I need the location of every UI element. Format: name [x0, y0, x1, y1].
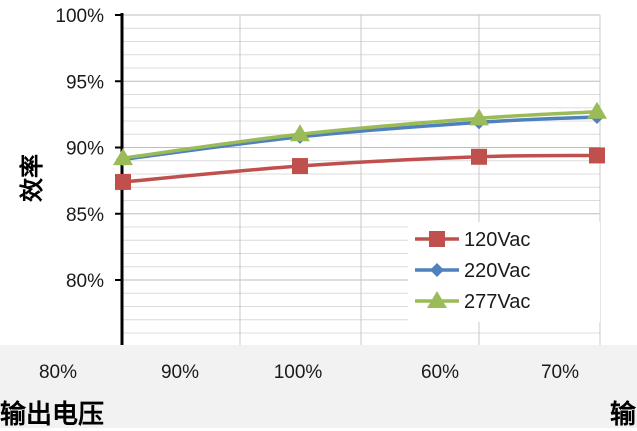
data-point-277vac-1 — [113, 148, 133, 166]
bottom-x-axis-title: 输出电压 — [0, 399, 105, 429]
data-point-120vac-4 — [589, 147, 605, 164]
series-line-277vac — [122, 109, 598, 160]
bottom-x-tick-label: 60% — [420, 362, 460, 383]
y-axis-label: 效率 — [18, 154, 46, 202]
data-point-120vac-1 — [115, 173, 131, 190]
series-group — [113, 101, 607, 190]
legend-marker-120vac — [429, 231, 445, 247]
data-point-277vac-3 — [469, 108, 489, 126]
bottom-chart-strip — [0, 345, 637, 428]
data-point-277vac-2 — [290, 124, 310, 142]
legend-label-220vac: 220Vac — [464, 260, 530, 282]
legend-label-120vac: 120Vac — [464, 229, 530, 251]
y-tick-label: 90% — [66, 139, 104, 160]
series-line-120vac — [122, 153, 598, 184]
data-point-120vac-3 — [471, 148, 487, 165]
legend: 120Vac 220Vac 277Vac — [408, 222, 600, 322]
bottom-x-tick-label: 80% — [38, 362, 78, 383]
legend-marker-220vac — [430, 263, 444, 277]
y-tick-label: 85% — [66, 205, 104, 226]
series-277vac — [113, 101, 607, 166]
y-tick-label: 95% — [66, 72, 104, 93]
series-line-220vac — [122, 115, 598, 162]
bottom-x-axis-title-partial: 输 — [610, 399, 637, 429]
series-220vac — [116, 110, 604, 167]
bottom-x-tick-label: 70% — [540, 362, 580, 383]
y-tick-label: 100% — [55, 6, 104, 27]
bottom-x-tick-label: 100% — [273, 362, 323, 383]
legend-label-277vac: 277Vac — [464, 291, 530, 313]
y-tick-label: 80% — [66, 271, 104, 292]
efficiency-chart: 100% 95% 90% 85% 80% 效率 120Vac 220Vac 277Vac — [18, 6, 607, 345]
series-120vac — [115, 147, 605, 190]
legend-marker-277vac — [427, 291, 447, 308]
bottom-x-tick-label: 90% — [160, 362, 200, 383]
y-tick-labels: 100% 95% 90% 85% 80% — [55, 6, 104, 292]
data-point-120vac-2 — [292, 158, 308, 175]
data-point-277vac-4 — [587, 101, 607, 119]
